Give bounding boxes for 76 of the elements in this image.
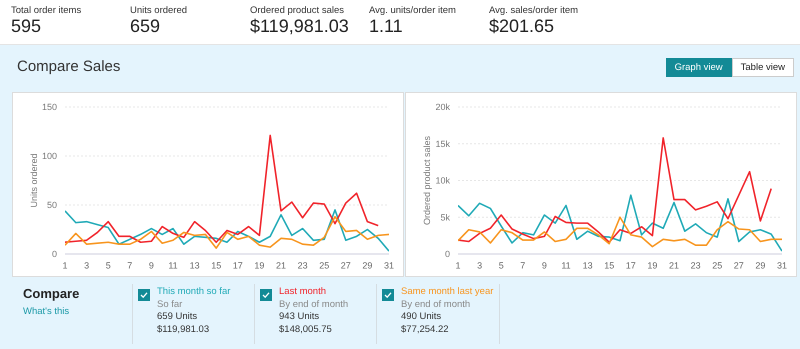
x-tick-label: 7 [127, 260, 132, 270]
x-tick-label: 17 [232, 260, 243, 270]
text: Total order items [11, 5, 82, 16]
text: Units ordered [130, 5, 188, 16]
y-tick-label: 5k [440, 212, 450, 222]
x-tick-label: 5 [498, 260, 504, 270]
x-tick-label: 15 [604, 260, 614, 270]
text: What's this [23, 306, 70, 317]
text: Ordered product sales [250, 5, 345, 16]
text: This month so far [157, 286, 230, 297]
x-tick-label: 29 [362, 260, 372, 270]
x-tick-label: 27 [734, 260, 744, 270]
text: 659 [130, 16, 162, 37]
line-series [458, 137, 772, 244]
y-tick-label: 10k [435, 176, 450, 186]
line-series [458, 194, 782, 252]
text: 490 Units [401, 311, 442, 324]
y-axis-title: Units ordered [29, 153, 40, 208]
x-tick-label: 19 [647, 260, 658, 270]
text: $148,005.75 [279, 324, 333, 336]
x-tick-label: 21 [668, 260, 680, 270]
x-tick-label: 11 [168, 260, 178, 270]
y-tick-label: 0 [52, 249, 57, 260]
x-tick-label: 11 [561, 260, 571, 270]
text: 1.11 [369, 16, 404, 37]
x-tick-label: 27 [340, 260, 351, 270]
y-tick-label: 15k [435, 138, 450, 149]
x-tick-label: 1 [455, 260, 461, 270]
x-tick-label: 31 [384, 260, 394, 270]
x-tick-label: 25 [712, 260, 722, 270]
x-tick-label: 3 [84, 260, 90, 270]
x-tick-label: 25 [319, 260, 330, 270]
line-series [65, 134, 379, 244]
x-tick-label: 9 [542, 260, 547, 270]
y-tick-label: 50 [46, 200, 57, 210]
text: Avg. sales/order item [489, 5, 578, 16]
text: Compare [23, 286, 80, 301]
text: 659 Units [157, 311, 198, 324]
line-series [65, 209, 389, 252]
x-tick-label: 7 [520, 260, 526, 270]
y-tick-label: 150 [42, 102, 57, 112]
y-axis-title: Ordered product sales [422, 135, 432, 226]
x-tick-label: 13 [190, 260, 200, 270]
x-tick-label: 9 [148, 260, 154, 270]
x-tick-label: 15 [211, 260, 222, 270]
text: Compare Sales [17, 58, 120, 75]
x-tick-label: 5 [106, 260, 111, 270]
text: Table view [732, 58, 794, 77]
x-tick-label: 23 [690, 260, 701, 270]
line-series [458, 216, 782, 248]
text: By end of month [279, 298, 348, 311]
text: $201.65 [489, 16, 556, 37]
text: By end of month [401, 298, 472, 311]
x-tick-label: 23 [298, 260, 308, 270]
x-tick-label: 31 [776, 260, 788, 270]
x-tick-label: 3 [477, 260, 482, 270]
text: 943 Units [279, 311, 320, 324]
text: Graph view [666, 58, 732, 77]
x-tick-label: 13 [582, 260, 593, 270]
text: Last month [279, 286, 326, 297]
text: Avg. units/order item [369, 5, 456, 16]
y-tick-label: 100 [42, 151, 57, 162]
text: So far [157, 298, 184, 311]
y-tick-label: 0 [444, 249, 450, 260]
x-tick-label: 21 [276, 260, 286, 270]
text: $119,981.03 [157, 324, 210, 336]
text: $77,254.22 [401, 324, 450, 336]
x-tick-label: 19 [254, 260, 264, 270]
x-tick-label: 29 [755, 260, 766, 270]
text: Same month last year [401, 286, 494, 297]
line-series [65, 216, 389, 249]
y-tick-label: 20k [435, 102, 450, 112]
x-tick-label: 17 [626, 260, 636, 270]
x-tick-label: 1 [62, 260, 68, 270]
text: $119,981.03 [250, 16, 349, 37]
text: 595 [11, 16, 42, 37]
